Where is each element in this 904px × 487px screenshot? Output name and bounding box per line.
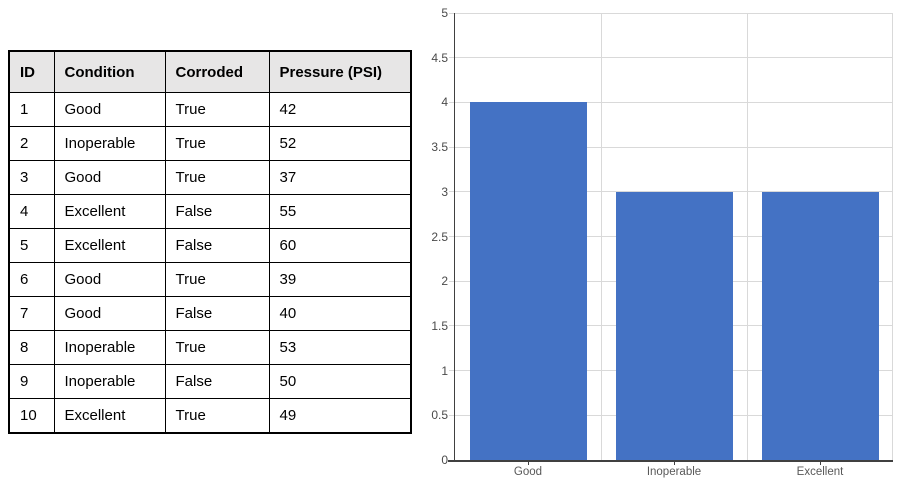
v-gridline <box>600 13 602 460</box>
table-cell: 1 <box>8 92 55 127</box>
table-cell: 8 <box>8 330 55 365</box>
table-cell: 7 <box>8 296 55 331</box>
table-header-row: ID Condition Corroded Pressure (PSI) <box>8 50 412 93</box>
y-tick-label: 4.5 <box>431 50 448 65</box>
table-cell: True <box>164 330 270 365</box>
table-cell: Inoperable <box>53 364 166 399</box>
table-cell: 9 <box>8 364 55 399</box>
x-tick-label: Good <box>513 466 543 478</box>
table-cell: 53 <box>268 330 412 365</box>
table-cell: Good <box>53 160 166 195</box>
table-cell: Excellent <box>53 194 166 229</box>
table-row: 8 Inoperable True 53 <box>8 330 412 365</box>
bar-inoperable <box>615 191 733 460</box>
table-cell: 10 <box>8 398 55 434</box>
y-tick-label: 5 <box>441 6 448 20</box>
table-cell: False <box>164 194 270 229</box>
table-cell: Good <box>53 262 166 297</box>
table-row: 5 Excellent False 60 <box>8 228 412 263</box>
table-cell: Excellent <box>53 398 166 434</box>
h-gridline <box>449 146 893 148</box>
pipe-data-table: ID Condition Corroded Pressure (PSI) 1 Good T… <box>8 50 412 434</box>
h-gridline <box>449 57 893 59</box>
table-cell: 5 <box>8 228 55 263</box>
table-cell: 3 <box>8 160 55 195</box>
h-gridline <box>449 101 893 103</box>
table-cell: 49 <box>268 398 412 434</box>
table-cell: 42 <box>268 92 412 127</box>
bar-good <box>469 102 587 460</box>
y-tick-label: 0 <box>441 453 448 467</box>
y-tick-label: 1.5 <box>431 318 448 333</box>
table-cell: 6 <box>8 262 55 297</box>
table-cell: True <box>164 398 270 434</box>
table-row: 9 Inoperable False 50 <box>8 364 412 399</box>
v-gridline <box>746 13 748 460</box>
table-cell: 50 <box>268 364 412 399</box>
table-cell: True <box>164 126 270 161</box>
table-cell: Excellent <box>53 228 166 263</box>
table-cell: 52 <box>268 126 412 161</box>
x-axis-tick <box>820 460 821 465</box>
table-cell: False <box>164 296 270 331</box>
x-axis-tick <box>528 460 529 465</box>
table-cell: 40 <box>268 296 412 331</box>
table-cell: Good <box>53 296 166 331</box>
table-cell: 39 <box>268 262 412 297</box>
table-header: ID Condition Corroded Pressure (PSI) <box>8 50 412 93</box>
y-tick-label: 3 <box>441 184 448 199</box>
table-cell: True <box>164 92 270 127</box>
y-tick-label: 1 <box>441 363 448 378</box>
x-tick-label: Excellent <box>796 466 844 478</box>
column-header: Corroded <box>164 50 270 93</box>
table-body: 1 Good True 42 2 Inoperable True 52 3 Good True 37 4… <box>8 92 412 434</box>
y-tick-label: 2.5 <box>431 229 448 244</box>
pipe-data-table-container: ID Condition Corroded Pressure (PSI) 1 Good T… <box>8 50 412 434</box>
table-cell: 2 <box>8 126 55 161</box>
table-cell: 4 <box>8 194 55 229</box>
table-cell: 55 <box>268 194 412 229</box>
y-tick-label: 4 <box>441 95 448 110</box>
table-cell: 60 <box>268 228 412 263</box>
column-header: Pressure (PSI) <box>268 50 412 93</box>
x-axis-tick <box>674 460 675 465</box>
column-header: Condition <box>53 50 166 93</box>
table-row: 2 Inoperable True 52 <box>8 126 412 161</box>
table-cell: True <box>164 160 270 195</box>
table-cell: False <box>164 364 270 399</box>
y-tick-label: 2 <box>441 274 448 289</box>
table-row: 3 Good True 37 <box>8 160 412 195</box>
table-row: 7 Good False 40 <box>8 296 412 331</box>
table-row: 10 Excellent True 49 <box>8 398 412 434</box>
v-gridline <box>892 13 893 460</box>
column-header: ID <box>8 50 55 93</box>
x-axis-line <box>448 460 893 462</box>
chart-plot-area <box>448 12 893 462</box>
h-gridline <box>449 12 893 14</box>
table-row: 1 Good True 42 <box>8 92 412 127</box>
table-cell: Inoperable <box>53 126 166 161</box>
table-row: 6 Good True 39 <box>8 262 412 297</box>
table-cell: False <box>164 228 270 263</box>
table-row: 4 Excellent False 55 <box>8 194 412 229</box>
bar-excellent <box>761 191 879 460</box>
table-cell: True <box>164 262 270 297</box>
x-tick-label: Inoperable <box>646 466 702 478</box>
y-tick-label: 0.5 <box>431 408 448 423</box>
bar-chart: 0 0.5 1 1.5 2 2.5 3 3.5 4 4.5 5 Good Inoperable Excel… <box>425 0 904 487</box>
y-axis-line <box>453 13 455 460</box>
table-cell: Inoperable <box>53 330 166 365</box>
table-cell: Good <box>53 92 166 127</box>
y-tick-label: 3.5 <box>431 140 448 155</box>
table-cell: 37 <box>268 160 412 195</box>
